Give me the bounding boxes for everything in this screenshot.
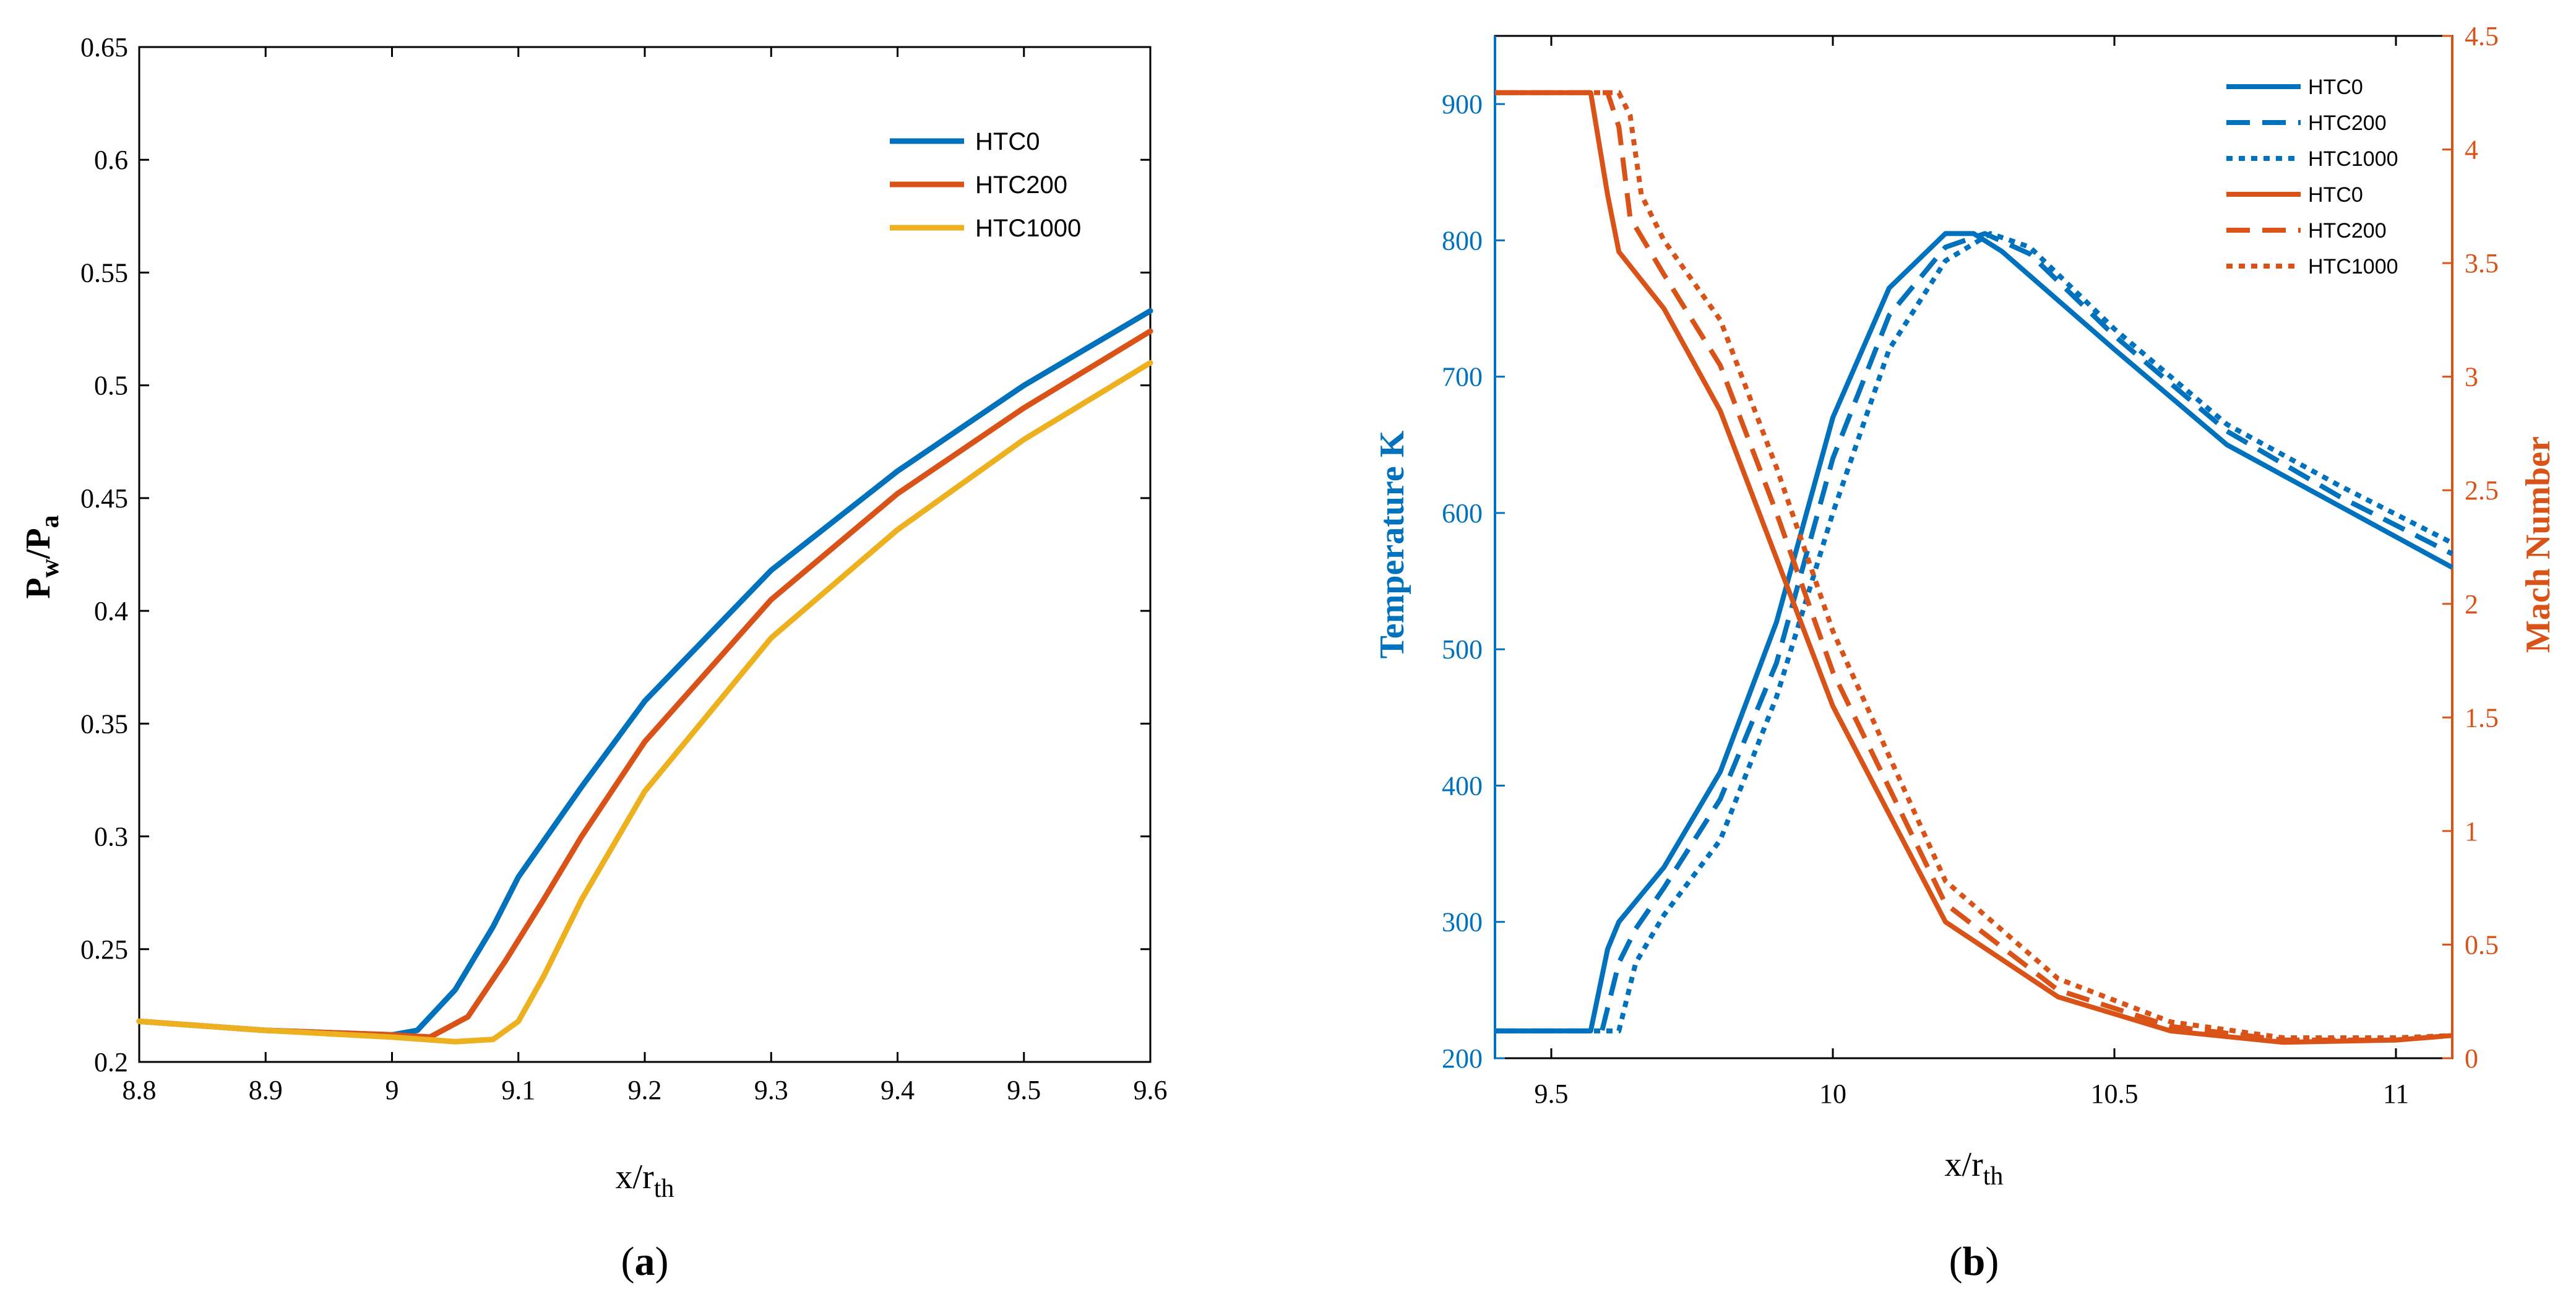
series-line-right-htc1000 (1495, 90, 2453, 1040)
y-right-tick-label: 1.5 (2465, 702, 2499, 733)
y-left-tick-label: 600 (1442, 498, 1483, 528)
x-tick-label: 9.4 (881, 1075, 915, 1105)
x-tick-label: 9.1 (501, 1075, 535, 1105)
x-tick-label: 9.3 (754, 1075, 788, 1105)
y-left-tick-label: 700 (1442, 362, 1483, 392)
x-tick-label: 8.8 (123, 1075, 157, 1105)
legend-label-htc0: HTC0 (975, 128, 1040, 155)
x-tick-label: 10.5 (2091, 1079, 2139, 1109)
y-left-tick-label: 500 (1442, 634, 1483, 665)
y-tick-label: 0.2 (94, 1047, 128, 1077)
y-axis-label-left-b: Temperature K (1373, 430, 1411, 658)
y-tick-label: 0.4 (94, 596, 128, 626)
chart-panel-a: 8.8 8.9 9 9.1 9.2 9.3 9.4 9.5 9.6 0.2 0.25 0.3 0.35 0… (19, 32, 1168, 1284)
series-lines-a (136, 308, 1153, 1045)
legend-label-left-htc1000: HTC1000 (2308, 147, 2398, 171)
legend-label-right-htc1000: HTC1000 (2308, 255, 2398, 278)
y-right-tick-label: 4 (2465, 135, 2478, 165)
x-axis-label-b: x/rth (1945, 1145, 2004, 1191)
y-left-tick-label: 400 (1442, 770, 1483, 801)
y-right-tick-label: 2.5 (2465, 475, 2499, 506)
x-tick-label: 9.5 (1007, 1075, 1041, 1105)
legend-label-right-htc200: HTC200 (2308, 219, 2387, 243)
y-tick-label: 0.3 (94, 822, 128, 852)
panel-label-b: (b) (1949, 1239, 1999, 1284)
y-right-tick-label: 1 (2465, 816, 2478, 847)
legend-label-right-htc0: HTC0 (2308, 183, 2363, 207)
y-right-tick-label: 0.5 (2465, 930, 2499, 960)
series-line-left-htc1000 (1495, 231, 2453, 1033)
panel-label-a: (a) (621, 1239, 669, 1284)
series-line-htc0 (136, 308, 1153, 1038)
y-right-tick-label: 4.5 (2465, 21, 2499, 51)
y-right-tick-label: 3 (2465, 362, 2478, 392)
y-left-tick-label: 900 (1442, 89, 1483, 119)
y-axis-label-a: Pw/Pa (19, 515, 64, 598)
x-tick-label: 8.9 (249, 1075, 283, 1105)
x-tick-label: 11 (2383, 1079, 2409, 1109)
y-tick-label: 0.6 (94, 145, 128, 175)
y-axis-label-right-b: Mach Number (2519, 436, 2557, 653)
legend-label-htc1000: HTC1000 (975, 215, 1081, 242)
series-lines-b (1495, 90, 2453, 1045)
x-tick-label: 9 (386, 1075, 399, 1105)
series-line-right-htc0 (1495, 90, 2453, 1045)
y-tick-label: 0.5 (94, 371, 128, 401)
series-line-left-htc200 (1495, 231, 2453, 1033)
y-left-tick-label: 800 (1442, 225, 1483, 256)
series-line-htc200 (136, 328, 1153, 1040)
y-right-tick-label: 2 (2465, 589, 2478, 619)
y-left-tick-label: 300 (1442, 907, 1483, 938)
series-line-htc1000 (136, 360, 1153, 1045)
legend-label-left-htc200: HTC200 (2308, 111, 2387, 135)
axis-ticks-b: 9.5 10 10.5 11 200 300 400 500 600 700 800 900 0 0.5 1… (1442, 21, 2499, 1109)
x-tick-label: 10 (1819, 1079, 1846, 1109)
x-tick-label: 9.5 (1535, 1079, 1569, 1109)
x-tick-label: 9.6 (1134, 1075, 1168, 1105)
axis-ticks-a: 8.8 8.9 9 9.1 9.2 9.3 9.4 9.5 9.6 0.2 0.25 0.3 0.35 0… (80, 32, 1168, 1105)
y-tick-label: 0.25 (80, 934, 128, 965)
series-line-left-htc0 (1495, 231, 2453, 1033)
legend-a: HTC0 HTC200 HTC1000 (890, 128, 1081, 242)
y-tick-label: 0.35 (80, 709, 128, 739)
y-right-tick-label: 3.5 (2465, 248, 2499, 278)
y-right-tick-label: 0 (2465, 1043, 2478, 1074)
x-tick-label: 9.2 (628, 1075, 662, 1105)
y-tick-label: 0.45 (80, 483, 128, 514)
legend-b: HTC0 HTC200 HTC1000 HTC0 HTC200 HTC1000 (2226, 75, 2398, 278)
chart-panel-b: 9.5 10 10.5 11 200 300 400 500 600 700 800 900 0 0.5 1… (1373, 21, 2557, 1284)
y-left-tick-label: 200 (1442, 1043, 1483, 1074)
plot-area-a (138, 46, 1152, 1063)
series-line-right-htc200 (1495, 90, 2453, 1043)
y-tick-label: 0.65 (80, 32, 128, 63)
y-tick-label: 0.55 (80, 257, 128, 288)
x-axis-label-a: x/rth (616, 1158, 674, 1203)
legend-label-left-htc0: HTC0 (2308, 75, 2363, 99)
legend-label-htc200: HTC200 (975, 171, 1067, 199)
